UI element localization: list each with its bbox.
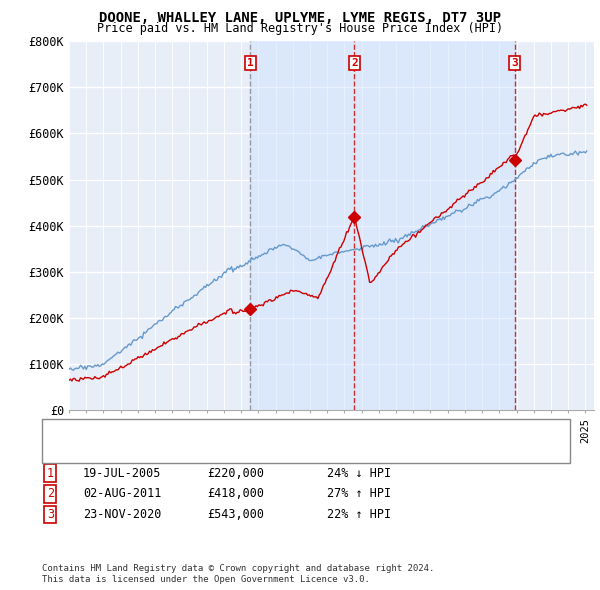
Text: 19-JUL-2005: 19-JUL-2005 <box>83 467 161 480</box>
Text: DOONE, WHALLEY LANE, UPLYME, LYME REGIS, DT7 3UP: DOONE, WHALLEY LANE, UPLYME, LYME REGIS,… <box>99 11 501 25</box>
Text: 24% ↓ HPI: 24% ↓ HPI <box>327 467 391 480</box>
Text: Contains HM Land Registry data © Crown copyright and database right 2024.: Contains HM Land Registry data © Crown c… <box>42 565 434 573</box>
Text: 2: 2 <box>47 487 54 500</box>
Text: DOONE, WHALLEY LANE, UPLYME, LYME REGIS, DT7 3UP (detached house): DOONE, WHALLEY LANE, UPLYME, LYME REGIS,… <box>79 427 485 436</box>
Text: 27% ↑ HPI: 27% ↑ HPI <box>327 487 391 500</box>
Text: HPI: Average price, detached house, East Devon: HPI: Average price, detached house, East… <box>79 446 367 455</box>
Text: 23-NOV-2020: 23-NOV-2020 <box>83 508 161 521</box>
Text: 3: 3 <box>511 58 518 68</box>
Text: 22% ↑ HPI: 22% ↑ HPI <box>327 508 391 521</box>
Text: 2: 2 <box>351 58 358 68</box>
Text: Price paid vs. HM Land Registry's House Price Index (HPI): Price paid vs. HM Land Registry's House … <box>97 22 503 35</box>
Text: This data is licensed under the Open Government Licence v3.0.: This data is licensed under the Open Gov… <box>42 575 370 584</box>
Text: £220,000: £220,000 <box>207 467 264 480</box>
Bar <box>250 41 515 410</box>
Text: 1: 1 <box>47 467 54 480</box>
Text: £543,000: £543,000 <box>207 508 264 521</box>
Text: £418,000: £418,000 <box>207 487 264 500</box>
Text: 1: 1 <box>247 58 254 68</box>
Text: 02-AUG-2011: 02-AUG-2011 <box>83 487 161 500</box>
Text: 3: 3 <box>47 508 54 521</box>
